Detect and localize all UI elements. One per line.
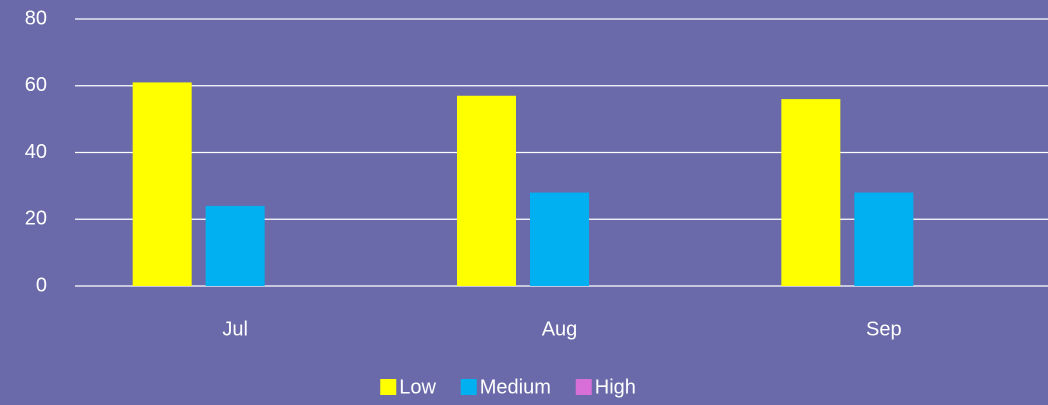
y-tick-label: 80 <box>25 7 47 29</box>
legend-swatch <box>575 379 592 395</box>
x-tick-label: Aug <box>542 318 578 340</box>
bar <box>457 95 516 286</box>
legend-label: Low <box>399 376 436 398</box>
y-tick-label: 20 <box>25 208 47 230</box>
y-tick-label: 60 <box>25 74 47 96</box>
legend-label: High <box>595 376 636 398</box>
y-tick-label: 0 <box>36 274 47 296</box>
bar <box>530 192 589 286</box>
legend-swatch <box>460 379 477 395</box>
x-tick-label: Sep <box>866 318 902 340</box>
bar <box>854 192 914 286</box>
legend-label: Medium <box>480 376 551 398</box>
bar <box>132 82 192 286</box>
x-tick-label: Jul <box>222 318 248 340</box>
bar <box>781 99 841 286</box>
y-tick-label: 40 <box>25 141 47 163</box>
bar <box>205 205 265 286</box>
legend-swatch <box>380 379 397 395</box>
